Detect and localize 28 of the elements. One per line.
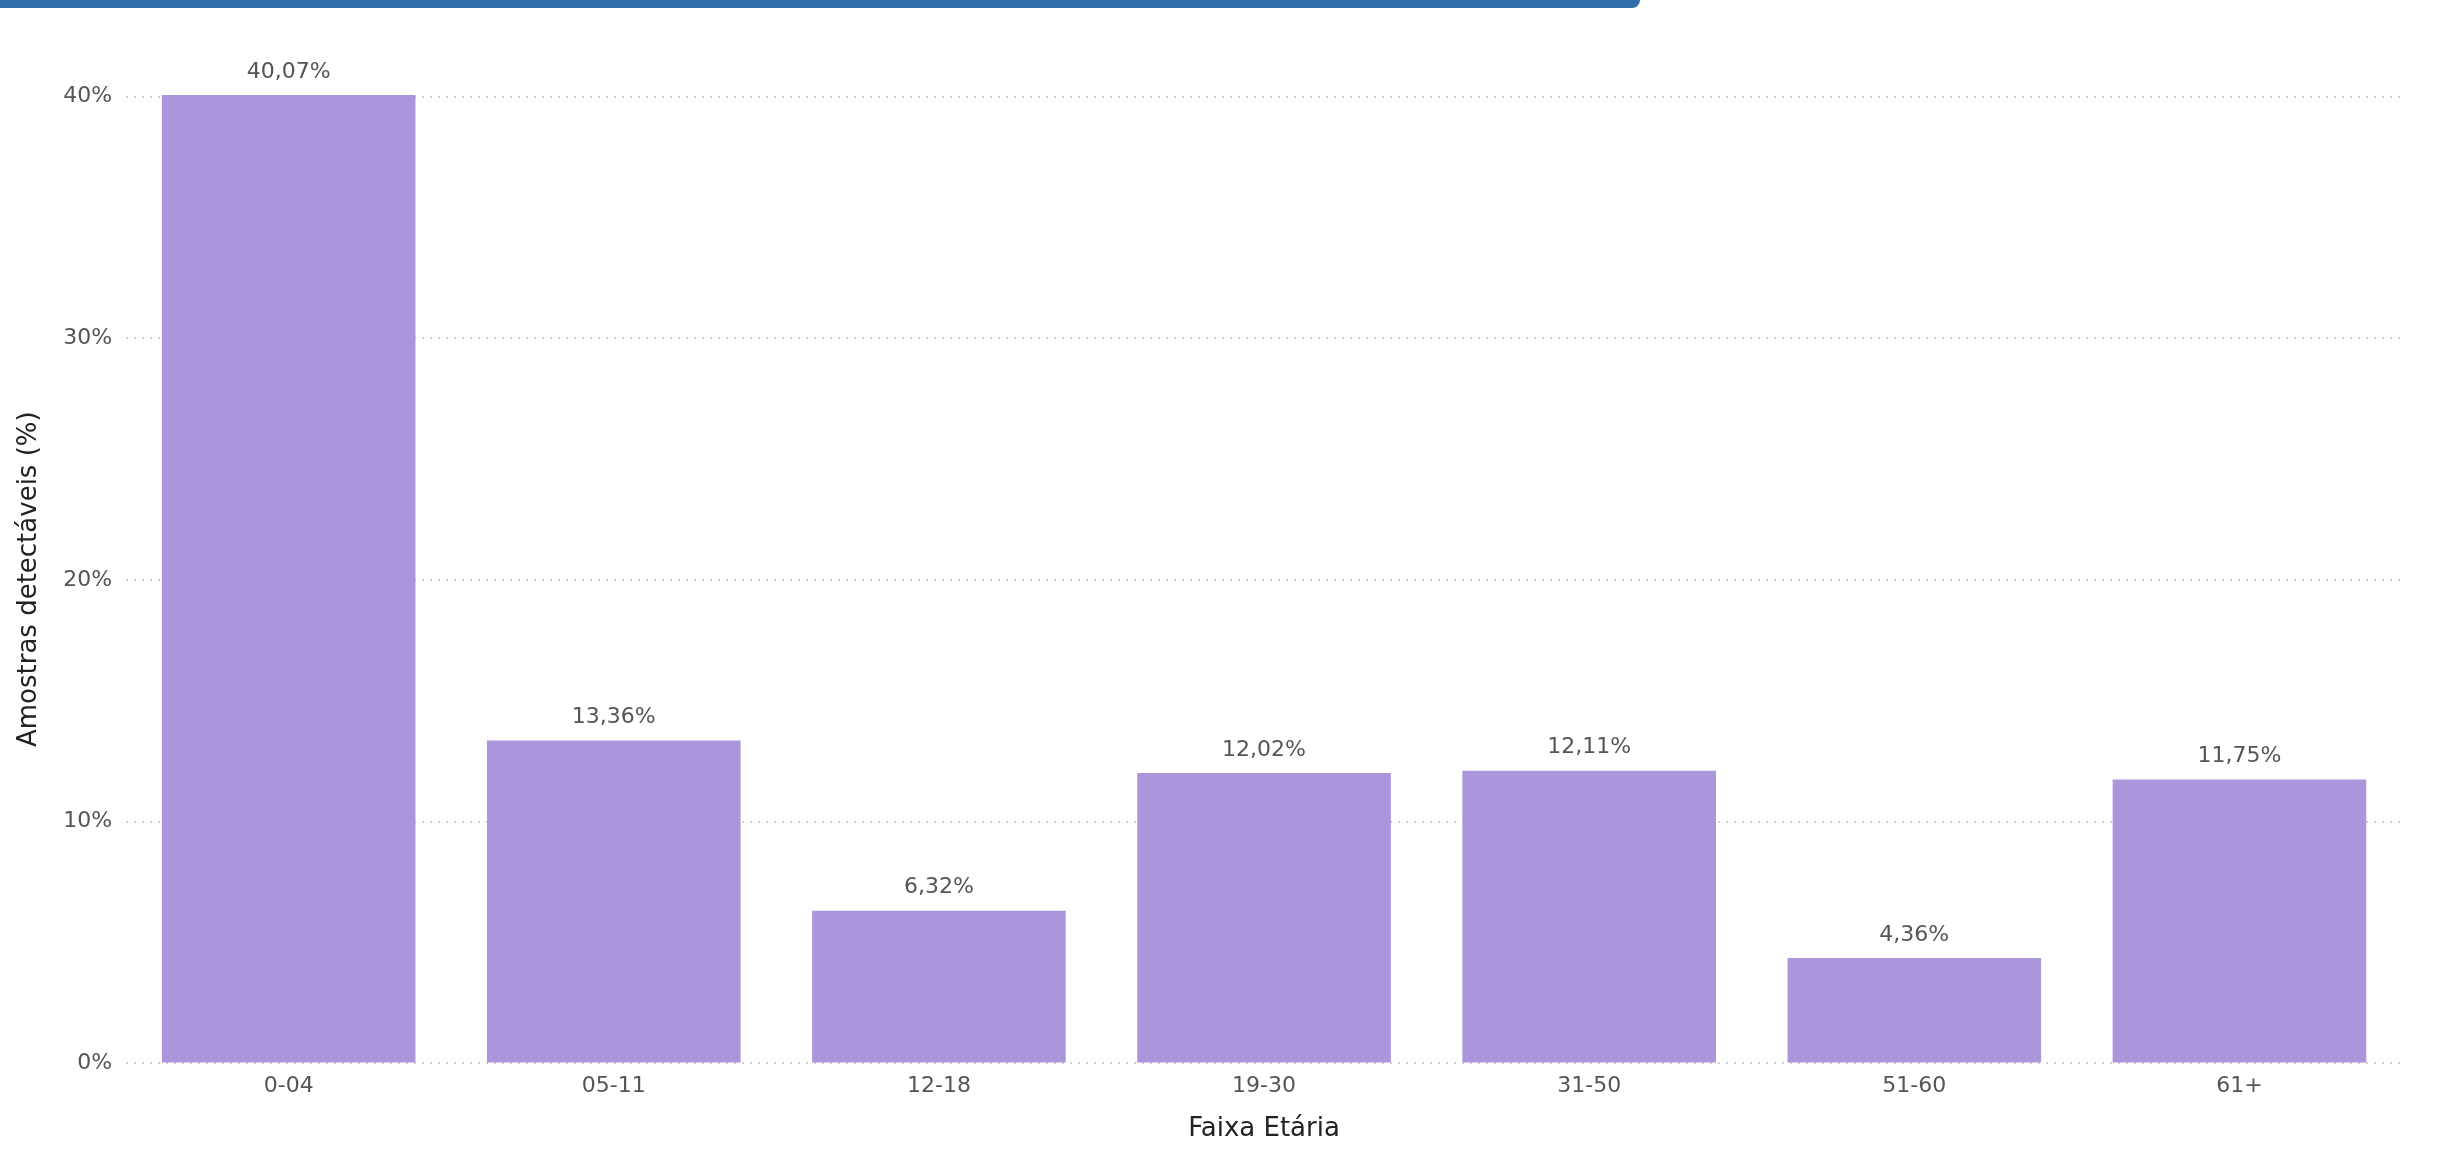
- y-tick-label: 20%: [63, 565, 113, 591]
- data-label: 12,02%: [1222, 735, 1306, 761]
- data-label: 11,75%: [2197, 742, 2282, 768]
- x-tick-label: 31-50: [1557, 1072, 1622, 1098]
- data-label: 4,36%: [1879, 920, 1950, 946]
- bar: [1462, 770, 1716, 1063]
- x-tick-label: 19-30: [1232, 1072, 1297, 1098]
- y-tick-label: 0%: [77, 1049, 113, 1075]
- x-axis-title: Faixa Etária: [1188, 1112, 1340, 1143]
- y-tick-label: 40%: [63, 82, 113, 108]
- bar: [1787, 958, 2042, 1063]
- data-label: 6,32%: [903, 873, 974, 899]
- bar: [1137, 772, 1391, 1063]
- x-tick-label: 0-04: [263, 1072, 314, 1098]
- x-tick-label: 51-60: [1882, 1072, 1947, 1098]
- bar: [161, 95, 416, 1063]
- data-label: 12,11%: [1547, 733, 1632, 759]
- x-tick-label: 05-11: [581, 1072, 646, 1098]
- bar: [812, 910, 1066, 1063]
- bar: [486, 740, 741, 1063]
- x-tick-label: 61+: [2216, 1072, 2263, 1098]
- x-tick-label: 12-18: [906, 1072, 971, 1098]
- bar: [2112, 779, 2367, 1063]
- data-label: 13,36%: [571, 703, 656, 729]
- y-axis-title: Amostras detectáveis (%): [12, 411, 43, 748]
- data-label: 40,07%: [246, 57, 331, 83]
- y-tick-label: 10%: [63, 807, 113, 833]
- y-tick-label: 30%: [63, 324, 113, 350]
